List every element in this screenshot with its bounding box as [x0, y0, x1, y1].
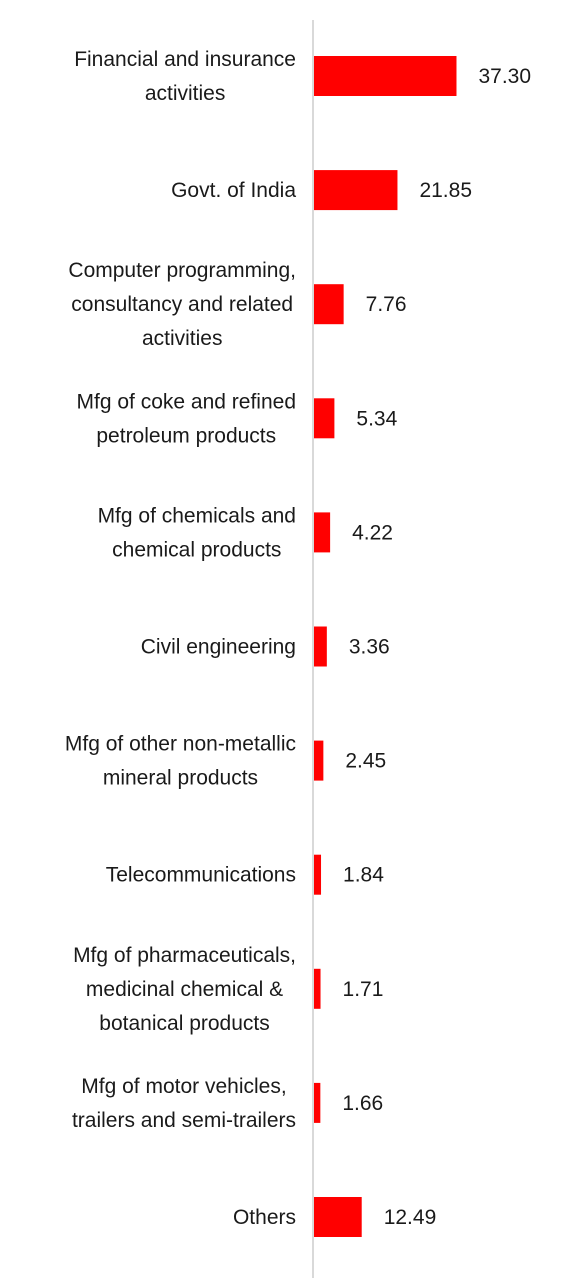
bar	[314, 512, 331, 553]
bar	[314, 1197, 362, 1237]
category-label-line: Mfg of pharmaceuticals,	[73, 944, 296, 967]
bar	[314, 854, 322, 895]
bar	[314, 740, 324, 781]
category-label: Telecommunications	[106, 864, 296, 887]
data-label: 2.45	[345, 750, 386, 773]
category-label: Civil engineering	[141, 636, 296, 659]
bar	[314, 170, 398, 211]
bars-group	[314, 56, 457, 1237]
category-labels-group: Financial and insurance activities Govt. o…	[65, 48, 296, 1229]
bar	[314, 968, 321, 1009]
bar	[314, 626, 327, 667]
data-label: 7.76	[366, 293, 407, 316]
category-label-line: Telecommunications	[106, 864, 296, 887]
bar	[314, 1082, 321, 1123]
category-label-line: Mfg of other non-metallic	[65, 733, 296, 756]
category-label: Mfg of pharmaceuticals, medicinal chemica…	[73, 944, 296, 1035]
bar	[314, 398, 335, 439]
category-label: Mfg of other non-metallic mineral product…	[65, 733, 296, 790]
category-label: Mfg of motor vehicles, trailers and semi-…	[72, 1075, 296, 1132]
category-label-line: medicinal chemical &	[86, 978, 283, 1001]
data-label: 1.71	[343, 978, 384, 1001]
category-label-line: petroleum products	[96, 424, 276, 447]
category-label: Mfg of coke and refined petroleum product…	[77, 390, 296, 447]
category-label: Govt. of India	[171, 179, 296, 202]
data-label: 21.85	[419, 179, 472, 202]
category-label-line: Others	[233, 1206, 296, 1229]
category-label-line: activities	[145, 82, 226, 105]
data-label: 1.84	[343, 864, 384, 887]
data-label: 1.66	[342, 1092, 383, 1115]
category-label: Computer programming, consultancy and rel…	[68, 259, 296, 350]
category-label-line: trailers and semi-trailers	[72, 1109, 296, 1132]
category-label-line: Financial and insurance	[74, 48, 296, 71]
category-label: Others	[233, 1206, 296, 1229]
data-label: 3.36	[349, 636, 390, 659]
category-label-line: Computer programming,	[68, 259, 296, 282]
bar	[314, 284, 344, 325]
category-label-line: mineral products	[103, 767, 258, 790]
category-label-line: consultancy and related	[71, 293, 293, 316]
data-label: 4.22	[352, 521, 393, 544]
category-label-line: Mfg of chemicals and	[98, 504, 296, 527]
data-label: 12.49	[384, 1206, 437, 1229]
category-label-line: Mfg of motor vehicles,	[81, 1075, 286, 1098]
category-label-line: activities	[142, 327, 223, 350]
bar	[314, 56, 457, 96]
data-label: 5.34	[356, 407, 397, 430]
category-label-line: Mfg of coke and refined	[77, 390, 296, 413]
category-label-line: Civil engineering	[141, 636, 296, 659]
category-label-line: Govt. of India	[171, 179, 296, 202]
category-label-line: botanical products	[99, 1012, 269, 1035]
value-labels-group: 37.30 21.85 7.76 5.34 4.22 3.36 2.45 1.84 1.71 1.…	[342, 65, 531, 1229]
category-label-line: chemical products	[112, 538, 281, 561]
category-label: Financial and insurance activities	[74, 48, 296, 105]
category-label: Mfg of chemicals and chemical products	[98, 504, 296, 561]
data-label: 37.30	[478, 65, 531, 88]
